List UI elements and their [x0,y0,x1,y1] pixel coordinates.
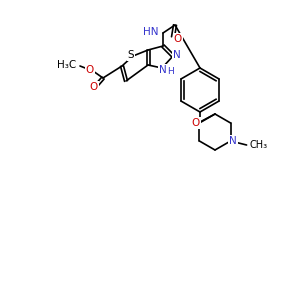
Text: HN: HN [143,27,159,37]
Text: O: O [174,34,182,44]
Text: N: N [173,50,181,60]
Text: H: H [167,67,174,76]
Text: N: N [229,136,236,146]
Text: CH₃: CH₃ [250,140,268,150]
Text: O: O [192,118,200,128]
Text: N: N [159,65,167,75]
Text: O: O [90,82,98,92]
Text: H₃C: H₃C [57,60,76,70]
Text: O: O [86,65,94,75]
Text: S: S [128,50,134,60]
